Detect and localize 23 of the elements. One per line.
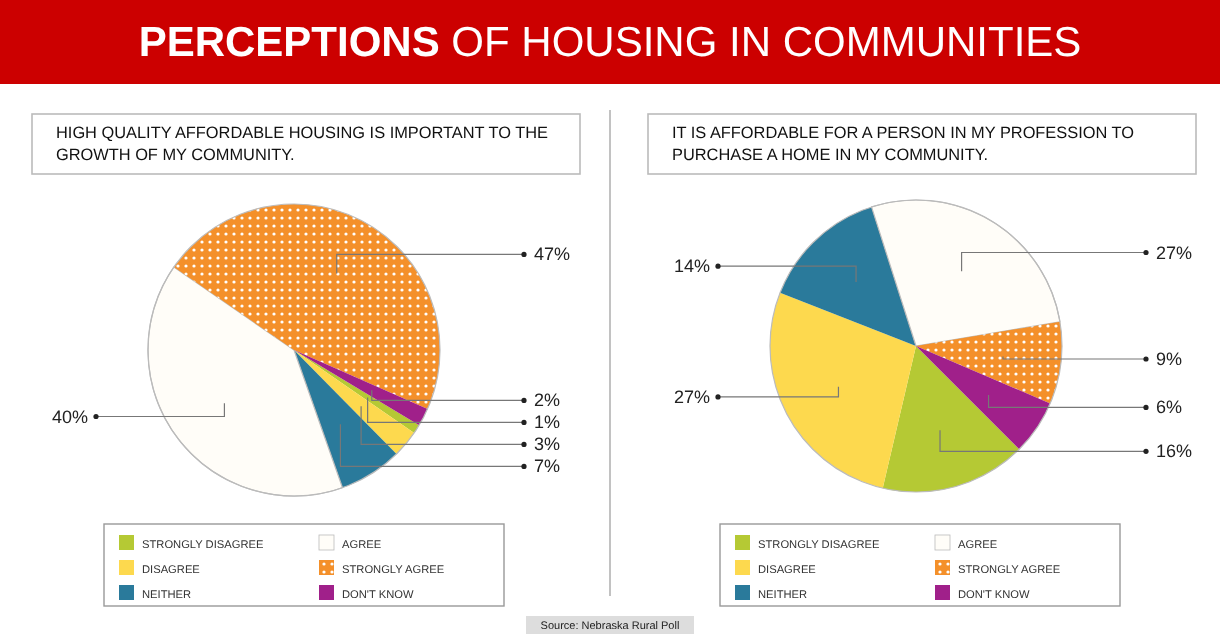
chart-title: PERCEPTIONS OF HOUSING IN COMMUNITIES	[138, 20, 1082, 66]
pie-slice	[294, 350, 397, 488]
data-label: 9%	[1156, 349, 1183, 369]
data-label: 14%	[673, 256, 710, 277]
pie-slice	[770, 292, 916, 489]
data-label: 6%	[1156, 397, 1183, 418]
chart-subtitle: IT IS AFFORDABLE FOR A PERSON IN MY PROFESSION TO PURCHASE A HOME IN MY COMMUNITY.	[672, 124, 1134, 164]
pie-slice	[882, 346, 1020, 492]
data-label: 1%	[534, 412, 561, 433]
chart-subtitle: HIGH QUALITY AFFORDABLE HOUSING IS IMPORTANT TO THE GROWTH OF MY COMMUNITY.	[56, 124, 550, 164]
pie-slice	[780, 206, 916, 346]
data-label: 47%	[534, 244, 571, 265]
pie-slice	[916, 321, 1062, 404]
data-label: 16%	[1156, 441, 1193, 462]
pie-slice	[294, 350, 415, 454]
pie-slice	[916, 346, 1051, 450]
data-label: 40%	[51, 406, 88, 427]
data-label: 3%	[534, 434, 561, 455]
pie-slice	[173, 204, 440, 409]
data-label: 2%	[534, 390, 561, 411]
data-label: 27%	[1156, 242, 1193, 263]
data-label: 27%	[673, 386, 710, 407]
data-label: 7%	[534, 456, 561, 477]
